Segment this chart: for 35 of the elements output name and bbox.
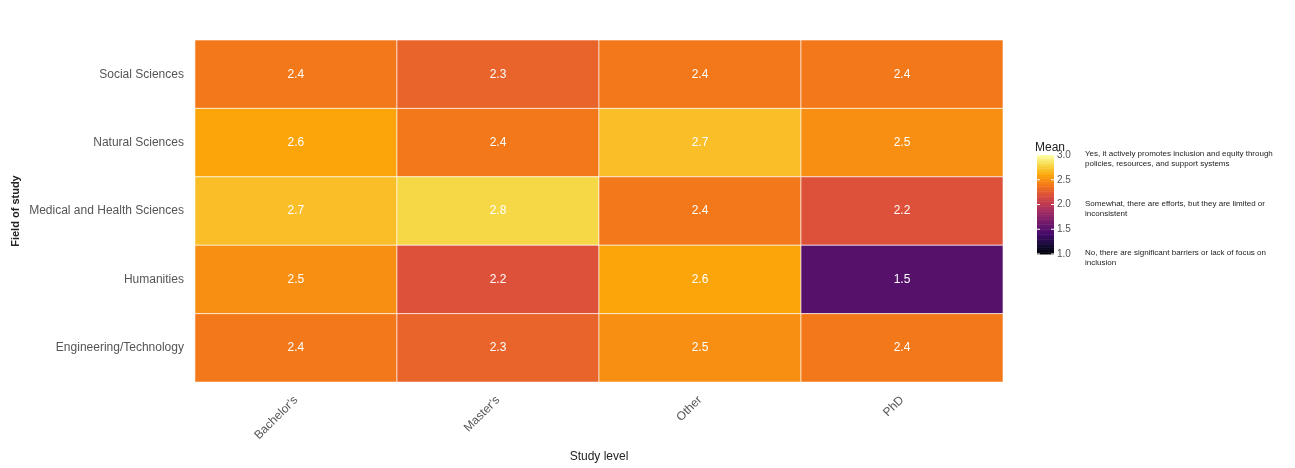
data-label: 2.2 xyxy=(893,203,911,218)
data-label: 1.5 xyxy=(893,271,911,286)
y-tick-label: Medical and Health Sciences xyxy=(29,203,184,218)
data-label: 2.3 xyxy=(489,66,507,81)
data-label: 2.6 xyxy=(691,271,709,286)
text: Yes, it actively promotes inclusion and equity through policies, resources, and support systems xyxy=(1085,149,1273,169)
y-axis-title: Field of study xyxy=(8,174,21,247)
color-bar-label: 1.0 xyxy=(1057,247,1072,259)
x-axis-title: Study level xyxy=(569,449,629,464)
data-label: 2.5 xyxy=(287,271,305,286)
data-label: 2.4 xyxy=(893,66,911,81)
data-label: 2.4 xyxy=(287,66,305,81)
y-tick-label: Social Sciences xyxy=(99,66,184,81)
data-label: 2.6 xyxy=(287,134,305,149)
y-tick-label: Natural Sciences xyxy=(93,134,184,149)
x-tick-label: PhD xyxy=(880,392,907,420)
data-label: 2.4 xyxy=(893,340,911,355)
data-label: 2.4 xyxy=(489,134,507,149)
data-label: 2.4 xyxy=(691,203,709,218)
data-label: 2.7 xyxy=(691,134,709,149)
y-tick-label: Engineering/Technology xyxy=(55,340,184,355)
text: No, there are significant barriers or lack of focus on inclusion xyxy=(1085,248,1266,268)
color-bar-label: 1.5 xyxy=(1057,223,1072,234)
data-label: 2.4 xyxy=(287,340,305,355)
data-label: 2.3 xyxy=(489,340,507,355)
data-label: 2.2 xyxy=(489,271,507,286)
data-label: 2.8 xyxy=(489,203,507,218)
data-label: 2.4 xyxy=(691,66,709,81)
data-label: 2.5 xyxy=(893,134,911,149)
text: Somewhat, there are efforts, but they are limited or inconsistent xyxy=(1085,198,1266,218)
color-bar-label: 2.5 xyxy=(1057,173,1072,185)
data-label: 2.5 xyxy=(691,340,709,355)
color-bar-label: 2.0 xyxy=(1057,198,1072,210)
data-label: 2.7 xyxy=(287,203,305,218)
y-tick-label: Humanities xyxy=(123,271,184,286)
